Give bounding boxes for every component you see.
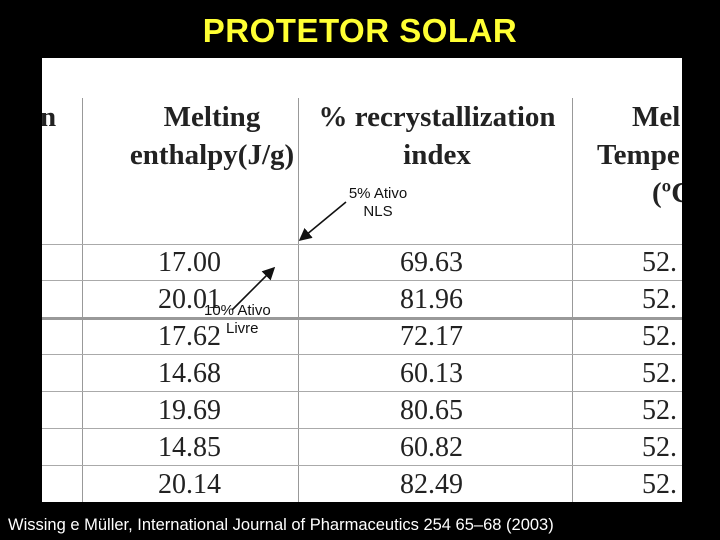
column-divider: [82, 98, 83, 502]
table-cell-temp: 52.: [642, 469, 677, 500]
annotation-nls: 5% Ativo NLS: [338, 185, 418, 221]
header-col0: n: [42, 101, 57, 133]
header-enthalpy-line1: Melting: [163, 101, 261, 133]
column-divider: [572, 98, 573, 502]
header-temp-line3: (ºC: [652, 177, 682, 209]
row-divider: [42, 391, 682, 392]
table-cell-temp: 52.: [642, 321, 677, 352]
table-cell-enthalpy: 14.85: [158, 432, 221, 463]
table-cell-temp: 52.: [642, 247, 677, 278]
table-cell-index: 60.13: [400, 358, 463, 389]
citation: Wissing e Müller, International Journal …: [8, 516, 554, 534]
table-cell-index: 72.17: [400, 321, 463, 352]
data-table: n Melting enthalpy(J/g) % recrystallizat…: [42, 58, 682, 502]
annotation-livre-line1: 10% Ativo: [204, 302, 271, 319]
annotation-livre: 10% Ativo Livre: [204, 302, 271, 338]
header-enthalpy-line2: enthalpy(J/g): [129, 139, 295, 171]
header-temp-line1: Mel: [632, 101, 681, 133]
annotation-nls-line2: NLS: [363, 203, 393, 220]
annotation-livre-line2: Livre: [226, 320, 259, 337]
table-cell-enthalpy: 20.01: [158, 284, 221, 315]
header-recryst-line1: % recrystallization: [318, 101, 556, 133]
table-cell-index: 69.63: [400, 247, 463, 278]
table-cell-index: 82.49: [400, 469, 463, 500]
table-cell-enthalpy: 20.14: [158, 469, 221, 500]
row-divider: [42, 244, 682, 245]
table-cell-enthalpy: 17.00: [158, 247, 221, 278]
table-cell-enthalpy: 17.62: [158, 321, 221, 352]
header-recryst-line2: index: [403, 139, 471, 171]
slide-title: PROTETOR SOLAR: [202, 12, 518, 49]
table-cell-index: 80.65: [400, 395, 463, 426]
table-cell-enthalpy: 14.68: [158, 358, 221, 389]
table-cell-temp: 52.: [642, 284, 677, 315]
table-cell-index: 60.82: [400, 432, 463, 463]
table-cell-temp: 52.: [642, 395, 677, 426]
column-divider: [298, 98, 299, 502]
row-divider: [42, 354, 682, 355]
header-temp-line2: Tempe: [597, 139, 680, 171]
row-divider: [42, 465, 682, 466]
row-divider: [42, 280, 682, 281]
annotation-nls-line1: 5% Ativo: [348, 185, 408, 202]
table-cell-enthalpy: 19.69: [158, 395, 221, 426]
row-divider: [42, 428, 682, 429]
row-divider: [42, 317, 682, 320]
table-cell-temp: 52.: [642, 358, 677, 389]
table-cell-index: 81.96: [400, 284, 463, 315]
table-cell-temp: 52.: [642, 432, 677, 463]
